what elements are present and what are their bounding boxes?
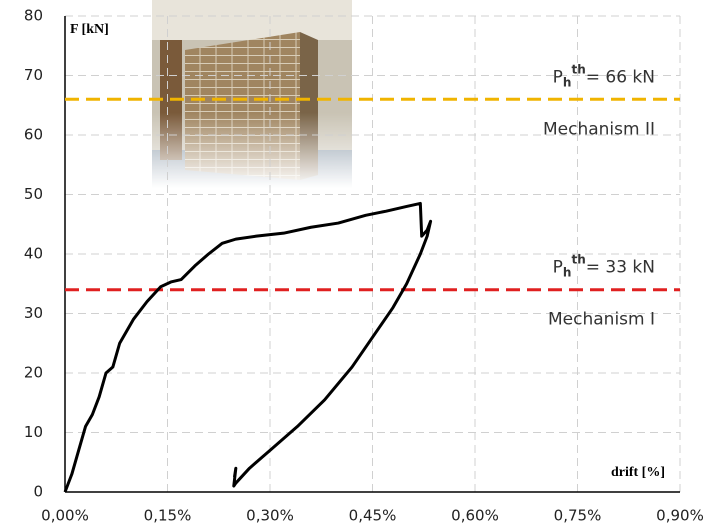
y-tick-label: 80 <box>24 7 43 25</box>
x-tick-label: 0,30% <box>246 507 294 525</box>
mechanism-label: Mechanism II <box>543 119 655 139</box>
x-tick-label: 0,75% <box>554 507 602 525</box>
y-tick-label: 20 <box>24 364 43 382</box>
y-tick-label: 10 <box>24 423 43 441</box>
reference-label: Phth= 66 kN <box>553 62 655 89</box>
x-tick-label: 0,90% <box>656 507 704 525</box>
x-tick-label: 0,00% <box>41 507 89 525</box>
x-tick-label: 0,15% <box>144 507 192 525</box>
y-tick-label: 50 <box>24 185 43 203</box>
y-tick-label: 30 <box>24 304 43 322</box>
label-text: = 66 kN <box>586 67 655 87</box>
x-tick-label: 0,45% <box>349 507 397 525</box>
reference-label: Phth= 33 kN <box>553 252 655 279</box>
label-sup: th <box>571 62 585 76</box>
label-sup: th <box>571 252 585 266</box>
mechanism-label: Mechanism I <box>548 310 655 330</box>
y-tick-label: 0 <box>33 483 43 501</box>
y-tick-label: 70 <box>24 66 43 84</box>
y-tick-label: 40 <box>24 245 43 263</box>
chart: F [kN] drift [%] 0 10 20 30 40 50 60 70 80 0,00% 0… <box>0 0 714 532</box>
x-axis-label: drift [%] <box>611 465 665 480</box>
label-text: = 33 kN <box>586 258 655 278</box>
y-axis-label: F [kN] <box>70 22 109 37</box>
y-tick-label: 60 <box>24 126 43 144</box>
label-base: P <box>553 258 563 278</box>
photo <box>152 0 352 188</box>
label-base: P <box>553 67 563 87</box>
data-line <box>65 203 431 492</box>
x-tick-label: 0,60% <box>451 507 499 525</box>
label-sub: h <box>563 265 572 279</box>
label-sub: h <box>563 75 572 89</box>
